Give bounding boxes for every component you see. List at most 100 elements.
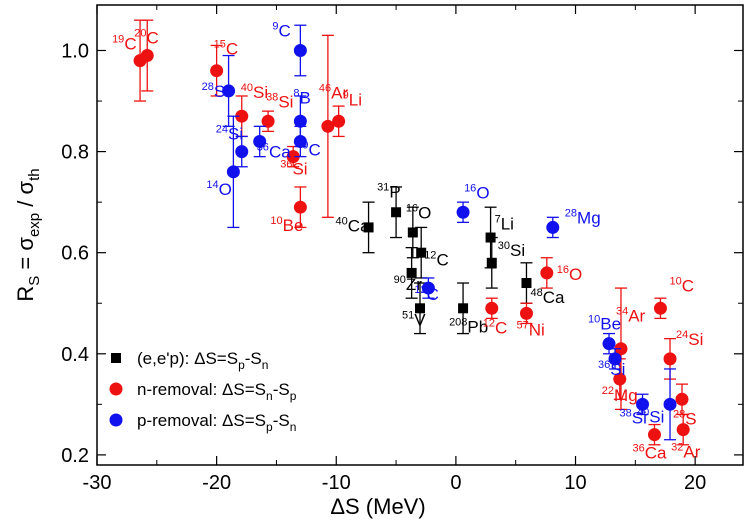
nucleus-label: 7Li bbox=[495, 214, 514, 234]
x-tick-label: -10 bbox=[322, 472, 351, 494]
y-tick-label: 0.4 bbox=[61, 344, 89, 366]
nucleus-label: 28S bbox=[673, 408, 697, 428]
nucleus-label: 10Be bbox=[270, 215, 303, 235]
data-point-square bbox=[406, 267, 417, 278]
data-point-circle bbox=[293, 200, 307, 214]
data-point-circle bbox=[210, 64, 224, 78]
nucleus-label: 36Ca bbox=[632, 443, 667, 463]
nucleus-label: 12C bbox=[424, 250, 449, 270]
axis-ticks: -30 -20 -10 0 10 20 0.2 0.4 0.6 0.8 1.0 bbox=[61, 5, 743, 494]
nucleus-label: 24Si bbox=[216, 124, 243, 144]
nucleus-label: 46Ar bbox=[319, 82, 349, 102]
nucleus-label: 8B bbox=[293, 87, 310, 107]
legend-marker-circle bbox=[109, 382, 123, 396]
data-point-circle bbox=[261, 114, 275, 128]
y-axis-title: RS = σexp / σth bbox=[13, 168, 43, 301]
data-point-circle bbox=[676, 423, 690, 437]
data-points bbox=[133, 19, 690, 446]
plot-frame bbox=[96, 4, 744, 466]
legend-text: n-removal: ΔS=Sn-Sp bbox=[137, 380, 297, 403]
data-point-circle bbox=[222, 84, 236, 98]
nucleus-label: 28Mg bbox=[565, 207, 601, 227]
nucleus-label: 34Ar bbox=[616, 306, 646, 326]
data-point-circle bbox=[647, 428, 661, 442]
legend: (e,e'p): ΔS=Sp-Sn n-removal: ΔS=Sn-Sp p-re… bbox=[109, 349, 297, 434]
data-point-circle bbox=[332, 114, 346, 128]
y-tick-label: 0.6 bbox=[61, 243, 89, 265]
nucleus-label: 90Zr bbox=[394, 274, 423, 294]
data-point-square bbox=[486, 257, 497, 268]
nucleus-label: 20C bbox=[134, 28, 159, 48]
nucleus-label: 14O bbox=[206, 179, 231, 199]
legend-text: p-removal: ΔS=Sp-Sn bbox=[137, 411, 296, 434]
x-axis-title: ΔS (MeV) bbox=[330, 494, 425, 519]
legend-text: (e,e'p): ΔS=Sp-Sn bbox=[137, 349, 268, 372]
data-point-circle bbox=[293, 43, 307, 57]
nucleus-label: 40Si bbox=[241, 82, 268, 102]
data-point-circle bbox=[675, 392, 689, 406]
nucleus-label: 28S bbox=[202, 81, 226, 101]
nucleus-label: 16O bbox=[464, 182, 489, 202]
nucleus-label: 40Ca bbox=[336, 215, 371, 235]
data-point-circle bbox=[226, 165, 240, 179]
nucleus-label: 31P bbox=[377, 181, 401, 201]
data-point-circle bbox=[286, 150, 300, 164]
legend-marker-square bbox=[111, 353, 121, 363]
data-point-circle bbox=[421, 281, 435, 295]
y-tick-label: 1.0 bbox=[61, 40, 89, 62]
nucleus-label: 12C bbox=[414, 284, 439, 304]
nucleus-label: 9Li bbox=[343, 89, 362, 109]
data-point-square bbox=[415, 303, 425, 314]
data-point-square bbox=[521, 278, 532, 289]
nucleus-label: 10Be bbox=[588, 314, 621, 334]
data-point-circle bbox=[546, 220, 560, 234]
data-point-circle bbox=[485, 301, 499, 315]
nucleus-label: 12C bbox=[483, 317, 508, 337]
nucleus-label: 36Si bbox=[598, 359, 625, 379]
data-point-square bbox=[363, 222, 374, 233]
y-tick-label: 0.2 bbox=[61, 445, 89, 467]
x-tick-label: 10 bbox=[564, 472, 586, 494]
nucleus-label: 16O bbox=[406, 202, 431, 222]
nucleus-label: 40Si bbox=[637, 406, 664, 426]
data-point-circle bbox=[613, 372, 627, 386]
nucleus-label: 22Mg bbox=[602, 385, 638, 405]
data-point-circle bbox=[456, 205, 470, 219]
data-point-circle bbox=[663, 352, 677, 366]
data-point-circle bbox=[663, 397, 677, 411]
data-point-circle bbox=[602, 337, 616, 351]
legend-marker-circle bbox=[109, 413, 123, 427]
nucleus-label: 38Si bbox=[266, 91, 293, 111]
data-point-square bbox=[391, 207, 402, 218]
data-point-circle bbox=[235, 109, 249, 123]
data-point-circle bbox=[321, 119, 335, 133]
nucleus-label: 38Si bbox=[620, 407, 647, 427]
nucleus-label: 32Ar bbox=[671, 442, 701, 462]
nucleus-label: 51V bbox=[402, 309, 426, 329]
data-point-square bbox=[416, 247, 427, 258]
x-tick-label: 20 bbox=[684, 472, 706, 494]
nucleus-label: 208Pb bbox=[449, 316, 488, 336]
x-tick-label: 0 bbox=[450, 472, 461, 494]
nucleus-label: 24Si bbox=[676, 329, 703, 349]
data-point-circle bbox=[293, 114, 307, 128]
data-point-circle bbox=[608, 352, 622, 366]
data-point-circle bbox=[519, 306, 533, 320]
x-tick-label: -30 bbox=[83, 472, 112, 494]
data-point-circle bbox=[235, 145, 249, 159]
nucleus-label: 36Si bbox=[280, 159, 307, 179]
nucleus-label: 16O bbox=[557, 264, 582, 284]
nucleus-label: 9C bbox=[302, 139, 320, 159]
y-tick-label: 0.8 bbox=[61, 142, 89, 164]
nucleus-label: 57Ni bbox=[516, 319, 544, 339]
nucleus-label: 36Ca bbox=[257, 141, 292, 161]
data-point-circle bbox=[140, 49, 154, 63]
nucleus-label: 48Ca bbox=[530, 287, 565, 307]
data-point-square bbox=[407, 227, 418, 238]
svg-text:RS = σexp / σth: RS = σexp / σth bbox=[13, 168, 43, 301]
data-point-circle bbox=[293, 134, 307, 148]
data-point-circle bbox=[540, 266, 554, 280]
data-point-square bbox=[458, 303, 469, 314]
